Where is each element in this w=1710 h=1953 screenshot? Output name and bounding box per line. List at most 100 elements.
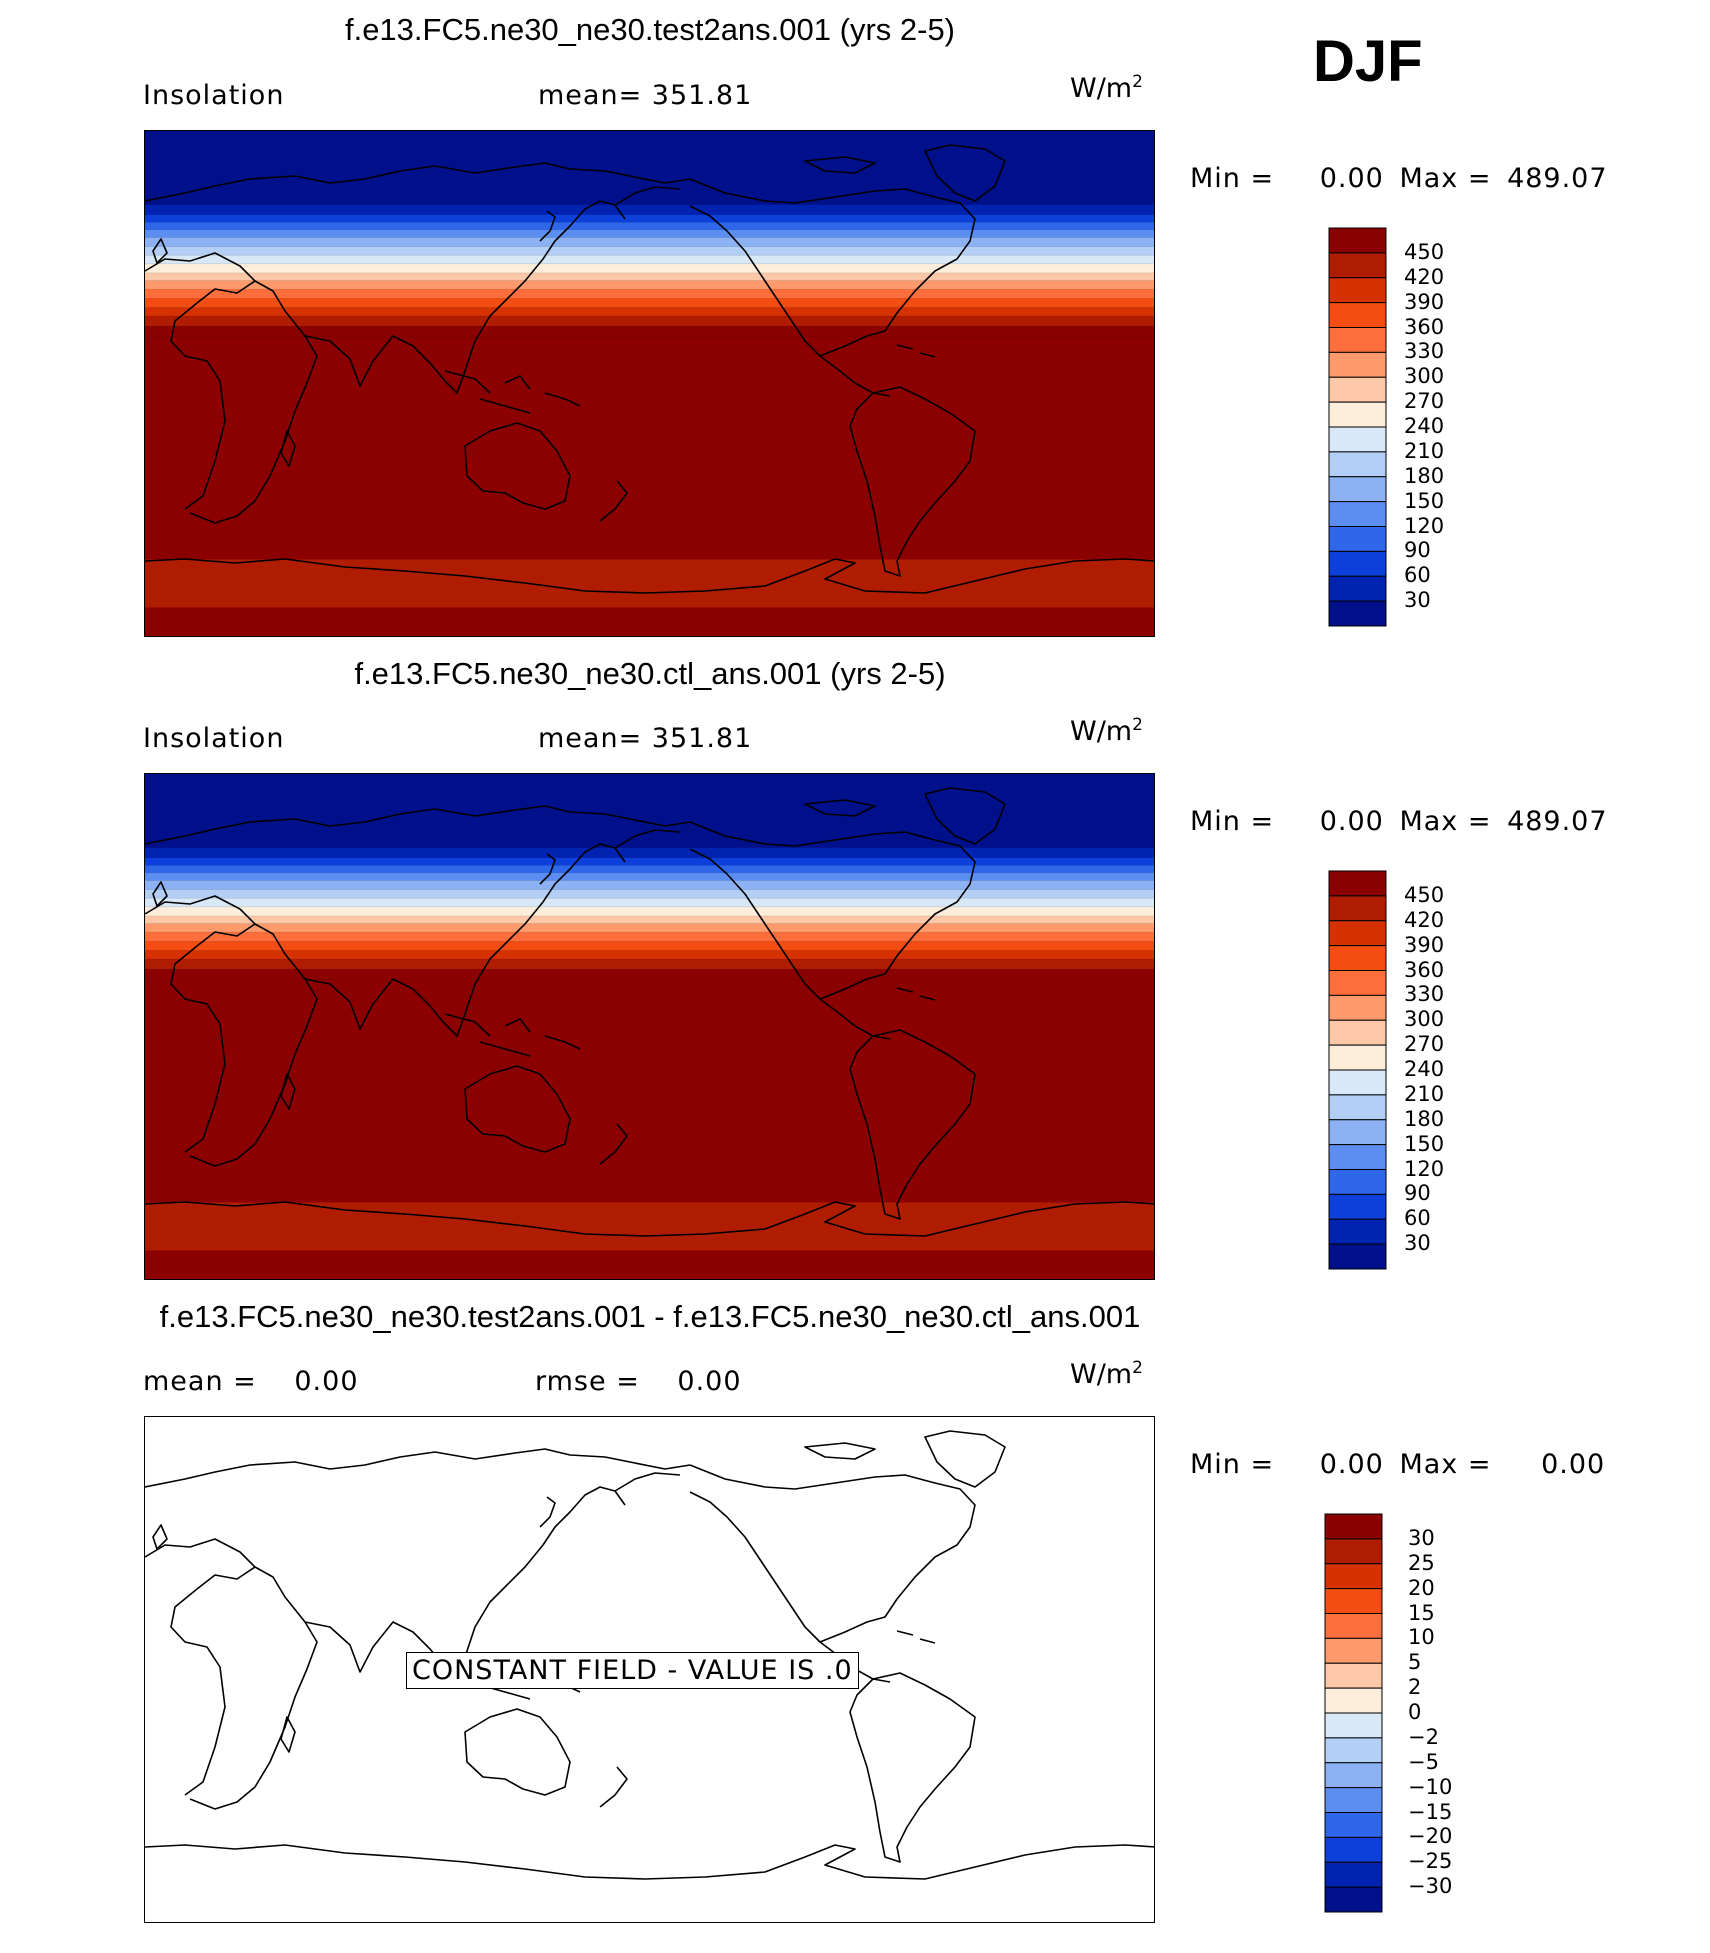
- colorbar-swatch: [1328, 945, 1387, 971]
- map-band: [145, 255, 1154, 265]
- colorbar-tick-label: 25: [1408, 1550, 1435, 1575]
- colorbar-swatch: [1324, 1886, 1383, 1913]
- panel-3-mean-value: 0.00: [294, 1366, 359, 1397]
- panel-1-map: [144, 130, 1155, 637]
- map-band: [145, 298, 1154, 308]
- map-band: [145, 898, 1154, 908]
- panel-3-rmse-label: rmse = 0.00: [535, 1366, 742, 1397]
- colorbar-swatch: [1328, 227, 1387, 254]
- coastline: [539, 186, 681, 242]
- colorbar-swatch: [1324, 1687, 1383, 1714]
- map-band-antarctic: [145, 1202, 1154, 1251]
- coastline: [849, 1029, 976, 1220]
- colorbar-tick-label: 90: [1404, 538, 1431, 563]
- map-band: [145, 872, 1154, 881]
- colorbar-swatch: [1328, 476, 1387, 503]
- colorbar-tick-label: 120: [1404, 513, 1445, 538]
- panel-3-mean-text: mean =: [143, 1366, 257, 1397]
- colorbar-tick-label: 330: [1404, 339, 1445, 364]
- colorbar-tick-label: −10: [1408, 1774, 1453, 1799]
- coastline: [304, 843, 626, 1037]
- coastline: [145, 252, 256, 510]
- panel-2-map: [144, 773, 1155, 1280]
- map-band: [145, 307, 1154, 317]
- constant-field-label: CONSTANT FIELD - VALUE IS .0: [406, 1652, 859, 1689]
- colorbar-swatch: [1328, 970, 1387, 996]
- colorbar-swatch: [1328, 501, 1387, 527]
- colorbar-swatch: [1328, 600, 1387, 627]
- colorbar-tick-label: 15: [1408, 1600, 1435, 1625]
- coastline: [689, 178, 976, 357]
- colorbar-tick-label: 450: [1404, 882, 1445, 907]
- map-band: [145, 889, 1154, 899]
- map-band: [145, 204, 1154, 216]
- colorbar-swatch: [1324, 1737, 1383, 1764]
- coastline: [145, 1844, 1154, 1880]
- coastline: [804, 144, 1006, 202]
- panel-2-colorbar: [1328, 870, 1387, 1270]
- coastline: [849, 1672, 976, 1863]
- colorbar-swatch: [1328, 277, 1387, 304]
- coastline: [539, 1472, 681, 1528]
- map-band: [145, 280, 1154, 290]
- season-label: DJF: [1313, 29, 1423, 94]
- colorbar-swatch: [1328, 376, 1387, 403]
- panel-2-coastlines: [145, 787, 1154, 1237]
- panel-2-min-max: Min = 0.00 Max = 489.07: [1190, 806, 1608, 837]
- coastline: [145, 1201, 1154, 1237]
- map-band: [145, 915, 1154, 925]
- map-band: [145, 229, 1154, 238]
- coastline: [689, 821, 976, 1000]
- colorbar-tick-label: −25: [1408, 1849, 1453, 1874]
- colorbar-tick-label: 450: [1404, 239, 1445, 264]
- panel-2-units: W/m2: [1070, 715, 1143, 747]
- colorbar-swatch: [1324, 1563, 1383, 1590]
- panel-1-unit-exp: 2: [1132, 72, 1143, 92]
- colorbar-swatch: [1328, 401, 1387, 428]
- panel-1-bands: [145, 131, 1154, 636]
- coastline: [145, 1538, 256, 1796]
- panel-1-variable-label: Insolation: [143, 80, 285, 111]
- panel-3-unit-exp: 2: [1132, 1358, 1143, 1378]
- panel-1-mean-value: 351.81: [651, 80, 753, 111]
- colorbar-swatch: [1324, 1513, 1383, 1540]
- panel-1-title: f.e13.FC5.ne30_ne30.test2ans.001 (yrs 2-…: [344, 12, 956, 47]
- panel-3-mean-label: mean = 0.00: [143, 1366, 359, 1397]
- map-band-pole: [145, 607, 1154, 636]
- map-band: [145, 941, 1154, 951]
- colorbar-tick-label: 30: [1408, 1525, 1435, 1550]
- map-band: [145, 263, 1154, 274]
- colorbar-swatch: [1324, 1712, 1383, 1739]
- colorbar-swatch: [1328, 920, 1387, 947]
- colorbar-tick-label: 20: [1408, 1575, 1435, 1600]
- colorbar-tick-label: 360: [1404, 957, 1445, 982]
- map-band: [145, 932, 1154, 942]
- map-band-antarctic: [145, 559, 1154, 608]
- colorbar-tick-label: 10: [1408, 1625, 1435, 1650]
- panel-2-bands: [145, 774, 1154, 1279]
- coastline: [280, 1073, 296, 1110]
- colorbar-tick-label: −15: [1408, 1799, 1453, 1824]
- coastline: [145, 895, 256, 1153]
- panel-1-mean-text: mean=: [538, 80, 643, 111]
- panel-3-colorbar: [1324, 1513, 1383, 1913]
- colorbar-swatch: [1328, 351, 1387, 378]
- panel-3-rmse-text: rmse =: [535, 1366, 640, 1397]
- map-band: [145, 865, 1154, 874]
- colorbar-swatch: [1328, 994, 1387, 1021]
- panel-1-max-value: 489.07: [1507, 163, 1608, 194]
- map-band: [145, 959, 1154, 970]
- colorbar-swatch: [1328, 526, 1387, 552]
- coastline: [464, 1065, 571, 1153]
- map-band: [145, 950, 1154, 960]
- coastline: [849, 386, 976, 577]
- coastline: [539, 829, 681, 885]
- colorbar-tick-label: 180: [1404, 1106, 1445, 1131]
- colorbar-tick-label: 300: [1404, 364, 1445, 389]
- map-band: [145, 923, 1154, 933]
- coastline: [280, 430, 296, 467]
- colorbar-swatch: [1328, 1019, 1387, 1046]
- panel-2-title: f.e13.FC5.ne30_ne30.ctl_ans.001 (yrs 2-5…: [354, 656, 946, 691]
- panel-2-mean-label: mean= 351.81: [538, 723, 752, 754]
- colorbar-tick-label: 330: [1404, 982, 1445, 1007]
